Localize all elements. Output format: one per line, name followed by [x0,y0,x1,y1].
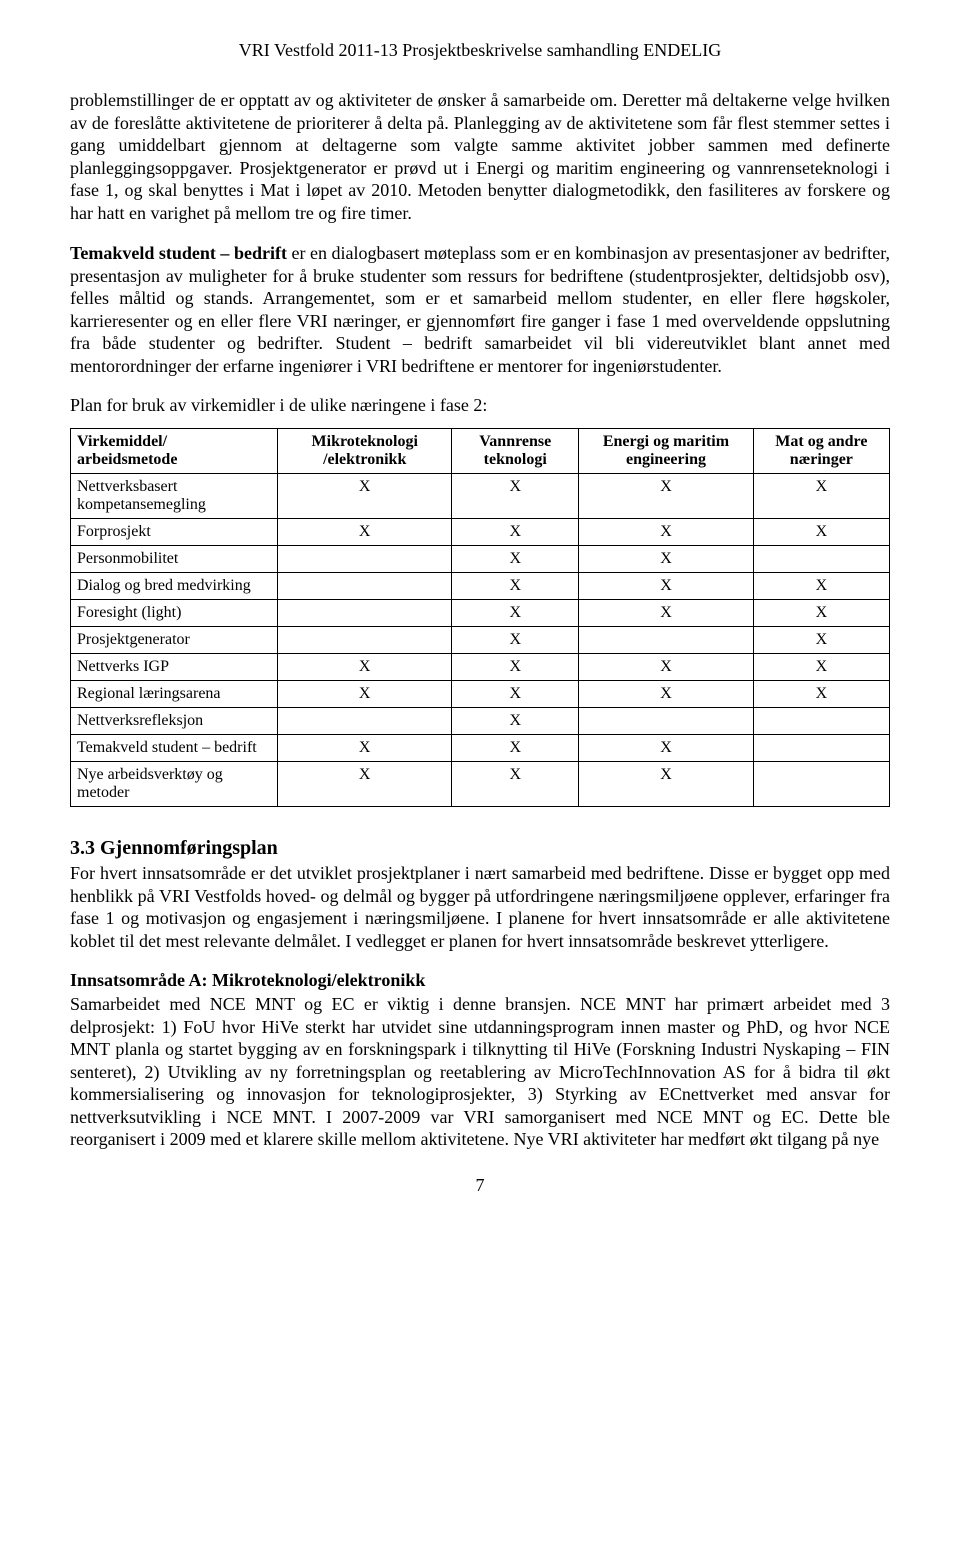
table-row: Nettverksrefleksjon X [71,708,890,735]
row-cell: X [452,735,579,762]
row-cell: X [753,681,889,708]
row-label: Nettverksrefleksjon [71,708,278,735]
row-label: Temakveld student – bedrift [71,735,278,762]
table-row: Prosjektgenerator X X [71,627,890,654]
table-row: Nettverksbasert kompetansemeglingXXXX [71,474,890,519]
row-cell: X [579,546,753,573]
row-cell: X [278,762,452,807]
paragraph-2: Temakveld student – bedrift er en dialog… [70,242,890,377]
row-cell [579,708,753,735]
row-label: Nettverks IGP [71,654,278,681]
row-cell: X [753,573,889,600]
row-cell: X [753,654,889,681]
table-row: Temakveld student – bedriftXXX [71,735,890,762]
row-cell [753,708,889,735]
row-cell: X [579,474,753,519]
row-cell: X [579,573,753,600]
col-header-4: Mat og andre næringer [753,429,889,474]
row-cell [753,546,889,573]
row-cell: X [452,627,579,654]
col-header-1: Mikroteknologi /elektronikk [278,429,452,474]
sub-heading-a: Innsatsområde A: Mikroteknologi/elektron… [70,970,890,991]
row-cell: X [452,573,579,600]
para2-lead-bold: Temakveld student – bedrift [70,243,287,263]
table-row: ForprosjektXXXX [71,519,890,546]
row-cell: X [579,681,753,708]
row-cell: X [452,546,579,573]
row-cell: X [278,474,452,519]
row-cell [579,627,753,654]
row-cell: X [579,654,753,681]
row-cell [278,600,452,627]
row-cell: X [753,519,889,546]
row-cell: X [452,519,579,546]
plan-intro-line: Plan for bruk av virkemidler i de ulike … [70,395,890,416]
row-cell: X [452,474,579,519]
table-header-row: Virkemiddel/ arbeidsmetode Mikroteknolog… [71,429,890,474]
row-label: Foresight (light) [71,600,278,627]
row-label: Nye arbeidsverktøy og metoder [71,762,278,807]
page-number: 7 [70,1175,890,1196]
row-cell: X [579,519,753,546]
row-cell: X [753,600,889,627]
row-cell: X [579,735,753,762]
row-label: Prosjektgenerator [71,627,278,654]
row-cell: X [278,735,452,762]
row-label: Personmobilitet [71,546,278,573]
table-row: Dialog og bred medvirkingXXX [71,573,890,600]
row-label: Regional læringsarena [71,681,278,708]
paragraph-1: problemstillinger de er opptatt av og ak… [70,89,890,224]
paragraph-4: Samarbeidet med NCE MNT og EC er viktig … [70,993,890,1151]
table-row: Foresight (light)XXX [71,600,890,627]
row-cell: X [452,708,579,735]
paragraph-3: For hvert innsatsområde er det utviklet … [70,862,890,952]
table-row: Personmobilitet XX [71,546,890,573]
row-cell: X [452,600,579,627]
row-cell: X [452,681,579,708]
row-cell [278,573,452,600]
virkemidler-table: Virkemiddel/ arbeidsmetode Mikroteknolog… [70,428,890,807]
col-header-3: Energi og maritim engineering [579,429,753,474]
row-label: Nettverksbasert kompetansemegling [71,474,278,519]
row-cell: X [278,654,452,681]
row-cell: X [753,627,889,654]
row-cell: X [579,762,753,807]
row-cell [278,708,452,735]
table-row: Regional læringsarenaXXXX [71,681,890,708]
row-label: Forprosjekt [71,519,278,546]
row-cell: X [579,600,753,627]
row-cell: X [452,762,579,807]
row-cell [278,627,452,654]
row-cell [753,762,889,807]
col-header-0: Virkemiddel/ arbeidsmetode [71,429,278,474]
row-cell: X [753,474,889,519]
section-heading-3-3: 3.3 Gjennomføringsplan [70,837,890,860]
table-row: Nye arbeidsverktøy og metoderXXX [71,762,890,807]
row-cell: X [278,519,452,546]
row-cell [753,735,889,762]
row-cell [278,546,452,573]
page-header: VRI Vestfold 2011-13 Prosjektbeskrivelse… [70,40,890,61]
row-cell: X [278,681,452,708]
row-cell: X [452,654,579,681]
table-row: Nettverks IGPXXXX [71,654,890,681]
col-header-2: Vannrense teknologi [452,429,579,474]
row-label: Dialog og bred medvirking [71,573,278,600]
